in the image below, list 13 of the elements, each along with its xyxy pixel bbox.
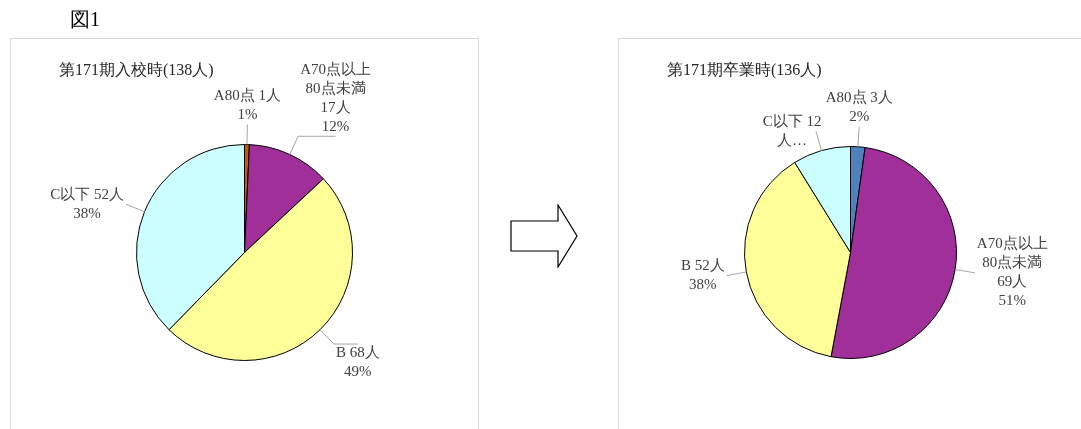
chart-title: 第171期卒業時(136人) xyxy=(667,61,822,80)
data-label: 69人 51% xyxy=(997,273,1028,309)
slice-label: A70点以上80点未満 xyxy=(976,235,1048,271)
caption: 図1 xyxy=(70,7,100,32)
slice-label: C以下 12 人… xyxy=(762,112,822,148)
slice-label: B 52人 38% xyxy=(680,257,725,293)
data-label: 17人 12% xyxy=(320,98,351,134)
slice-label: A70点以上80点未満 xyxy=(300,60,371,96)
slice-label: A80点 1人 1% xyxy=(213,86,281,122)
slice-label: C以下 52人 38% xyxy=(50,185,124,221)
slice-label: A80点 3人 2% xyxy=(825,89,893,125)
chart-title: 第171期入校時(138人) xyxy=(59,61,214,80)
slice-label: B 68人 49% xyxy=(335,344,380,380)
